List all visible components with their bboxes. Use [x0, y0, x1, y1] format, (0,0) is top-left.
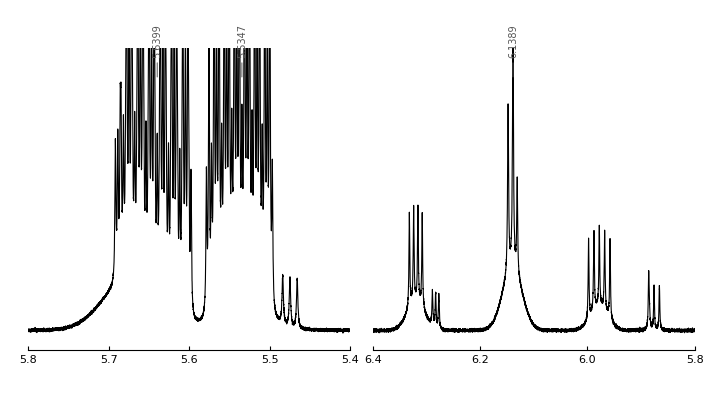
Text: 6.1389: 6.1389: [508, 24, 518, 58]
Text: 5.5347: 5.5347: [237, 23, 247, 58]
Text: 5.6399: 5.6399: [152, 24, 162, 58]
